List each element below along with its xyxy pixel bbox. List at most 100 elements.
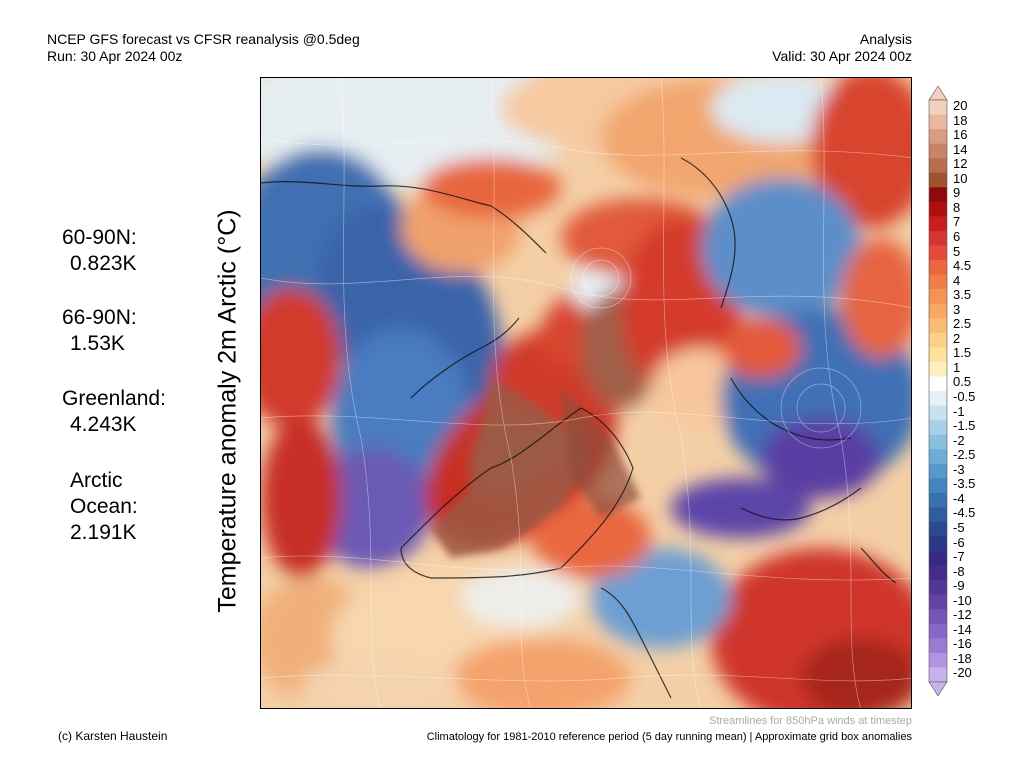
colorbar-arrow-bottom [928,681,948,696]
colorbar-cell [929,667,947,683]
colorbar-label: 2 [953,330,961,346]
colorbar-label: -4 [953,490,965,506]
colorbar-cell [929,303,947,319]
colorbar-cell [929,623,947,639]
colorbar-label: 6 [953,228,961,244]
colorbar-label: 14 [953,141,968,157]
map-canvas [261,78,911,708]
colorbar-cell [929,332,947,348]
colorbar-label: 1 [953,359,961,375]
colorbar-label: -5 [953,519,965,535]
colorbar-cell [929,521,947,537]
colorbar-label: -2.5 [953,447,976,463]
colorbar-cell [929,347,947,363]
colorbar-label: 0.5 [953,374,972,390]
streamlines-note: Streamlines for 850hPa winds at timestep [709,715,912,727]
colorbar-cell [929,478,947,494]
colorbar-label: -20 [953,665,972,681]
colorbar-arrow-top [928,86,948,101]
colorbar-label: -1 [953,403,965,419]
colorbar-cell [929,187,947,203]
colorbar-cell [929,274,947,290]
colorbar-cell [929,449,947,465]
colorbar-label: -7 [953,549,965,565]
colorbar-label: -12 [953,607,972,623]
colorbar-label: 3.5 [953,287,972,303]
stat-60-90n: 60-90N: 0.823K [62,225,137,277]
colorbar-cell [929,376,947,392]
colorbar-cell [929,551,947,566]
colorbar-label: -4.5 [953,505,976,521]
stat-value: 2.191K [70,521,137,544]
colorbar-cell [929,492,947,508]
colorbar-cell [929,100,947,115]
stat-label: 60-90N: [62,226,137,249]
coastlines [261,157,897,699]
colorbar-label: -2 [953,432,965,448]
y-axis-label: Temperature anomaly 2m Arctic (°C) [213,209,242,613]
colorbar-label: 1.5 [953,345,972,361]
colorbar [928,86,948,696]
wind-streamlines [261,78,911,708]
colorbar-label: 4.5 [953,258,972,274]
colorbar-label: 12 [953,156,968,172]
anomaly-field [261,78,911,708]
analysis-label: Analysis [859,31,912,47]
colorbar-cell [929,536,947,552]
colorbar-cell [929,580,947,595]
stat-value: 0.823K [70,252,137,275]
colorbar-cell [929,114,947,130]
colorbar-cell [929,260,947,275]
colorbar-label: 3 [953,301,961,317]
colorbar-label: -6 [953,534,965,550]
colorbar-cell [929,245,947,261]
greenland-core [431,378,641,558]
stat-greenland: Greenland: 4.243K [62,386,166,438]
colorbar-cell [929,594,947,610]
stat-value: 1.53K [70,332,125,355]
colorbar-label: -3.5 [953,476,976,492]
colorbar-label: -18 [953,650,972,666]
colorbar-cell [929,216,947,232]
stat-label: Arctic [70,469,123,492]
colorbar-cell [929,565,947,581]
valid-time: Valid: 30 Apr 2024 00z [772,48,912,64]
colorbar-label: 4 [953,272,961,288]
colorbar-cell [929,391,947,406]
colorbar-cell [929,434,947,450]
colorbar-cell [929,361,947,377]
stat-label: Greenland: [62,387,166,410]
colorbar-label: 5 [953,243,961,259]
colorbar-cell [929,652,947,668]
credit: (c) Karsten Haustein [58,729,168,743]
colorbar-label: 10 [953,170,968,186]
stat-66-90n: 66-90N: 1.53K [62,305,137,357]
colorbar-label: 9 [953,185,961,201]
stat-arctic-ocean: Arctic Ocean: 2.191K [70,468,138,546]
colorbar-cell [929,201,947,217]
colorbar-label: -0.5 [953,389,976,404]
stat-label-line2: Ocean: [70,495,138,518]
colorbar-label: -14 [953,621,972,637]
colorbar-cell [929,158,947,174]
colorbar-cell [929,230,947,246]
colorbar-label: -10 [953,592,972,608]
colorbar-cell [929,463,947,479]
title-block: NCEP GFS forecast vs CFSR reanalysis @0.… [47,31,360,65]
colorbar-cell [929,405,947,421]
colorbar-label: 16 [953,127,968,143]
climatology-note: Climatology for 1981-2010 reference peri… [426,731,912,743]
colorbar-cell [929,318,947,334]
colorbar-label: 8 [953,199,961,215]
stat-label: 66-90N: [62,306,137,329]
colorbar-label: 2.5 [953,316,972,332]
colorbar-label: -1.5 [953,418,976,434]
analysis-block: Analysis Valid: 30 Apr 2024 00z [772,31,912,65]
colorbar-cell [929,638,947,654]
colorbar-cell [929,172,947,188]
colorbar-cell [929,609,947,625]
colorbar-label: 18 [953,112,968,128]
colorbar-label: -8 [953,563,965,579]
colorbar-label: 20 [953,98,968,113]
colorbar-label: -16 [953,636,972,652]
